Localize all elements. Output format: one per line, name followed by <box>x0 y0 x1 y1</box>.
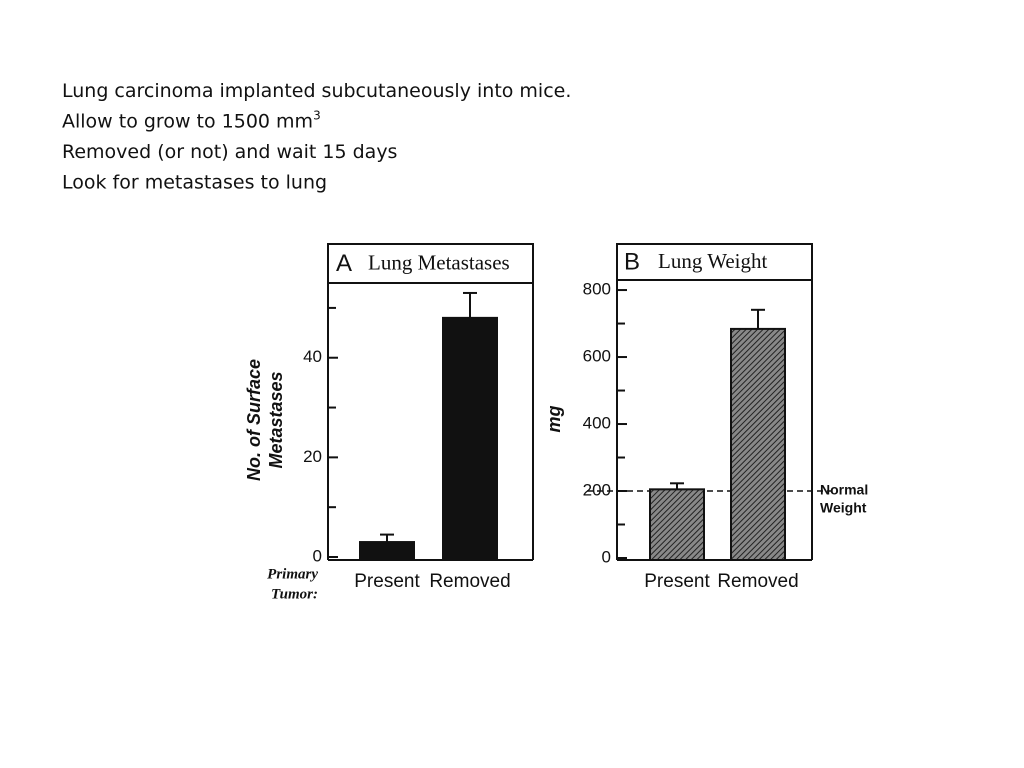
slide-line: Look for metastases to lung <box>62 172 327 194</box>
reference-label: Weight <box>820 500 867 516</box>
y-axis-label: No. of Surface <box>244 359 264 481</box>
y-tick-label: 0 <box>602 547 611 566</box>
chart: A Lung Metastases 0 20 40 No. of Surface Metas… <box>244 243 534 602</box>
chart-title: Lung Weight <box>658 249 767 273</box>
reference-label: Normal <box>820 482 868 498</box>
x-tick-label: Removed <box>429 571 510 592</box>
chart: B Lung Weight 0 200 400 600 800 mg Normal Weight P… <box>544 243 868 592</box>
line-text: Look for metastases to lung <box>62 172 327 194</box>
slide-line: Lung carcinoma implanted subcutaneously … <box>62 80 571 102</box>
slide-line: Removed (or not) and wait 15 days <box>62 141 397 163</box>
y-tick-label: 0 <box>313 546 322 565</box>
error-bar <box>380 533 394 543</box>
y-tick-label: 200 <box>583 480 611 499</box>
panel-letter: B <box>624 248 640 275</box>
y-axis-label: mg <box>544 405 564 432</box>
slide-text: Lung carcinoma implanted subcutaneously … <box>62 80 571 194</box>
panel-letter: A <box>336 250 352 277</box>
x-axis-label: Primary <box>267 566 318 582</box>
bar <box>730 327 786 562</box>
y-tick-label: 20 <box>303 447 322 466</box>
x-tick-label: Removed <box>717 571 798 592</box>
chart-title: Lung Metastases <box>368 250 510 274</box>
x-axis-label: Tumor: <box>271 586 318 602</box>
x-tick-label: Present <box>644 571 710 592</box>
y-tick-label: 600 <box>583 347 611 366</box>
bar <box>649 488 705 561</box>
bar <box>359 541 415 561</box>
line-text: Allow to grow to 1500 mm <box>62 111 313 133</box>
y-tick-label: 40 <box>303 347 322 366</box>
x-tick-label: Present <box>354 571 420 592</box>
error-bar <box>751 308 765 329</box>
error-bar <box>463 291 477 318</box>
bar <box>442 316 498 561</box>
y-tick-label: 800 <box>583 280 611 299</box>
line-text: Lung carcinoma implanted subcutaneously … <box>62 80 571 102</box>
title-box <box>327 243 534 284</box>
title-box <box>616 243 813 281</box>
y-tick-label: 400 <box>583 414 611 433</box>
error-bar <box>670 482 684 490</box>
line-text: Removed (or not) and wait 15 days <box>62 141 397 163</box>
slide-line: Allow to grow to 1500 mm3 <box>62 109 321 133</box>
y-axis-label: Metastases <box>266 371 286 468</box>
charts: A Lung Metastases 0 20 40 No. of Surface Metas… <box>244 243 868 602</box>
superscript: 3 <box>313 109 321 123</box>
